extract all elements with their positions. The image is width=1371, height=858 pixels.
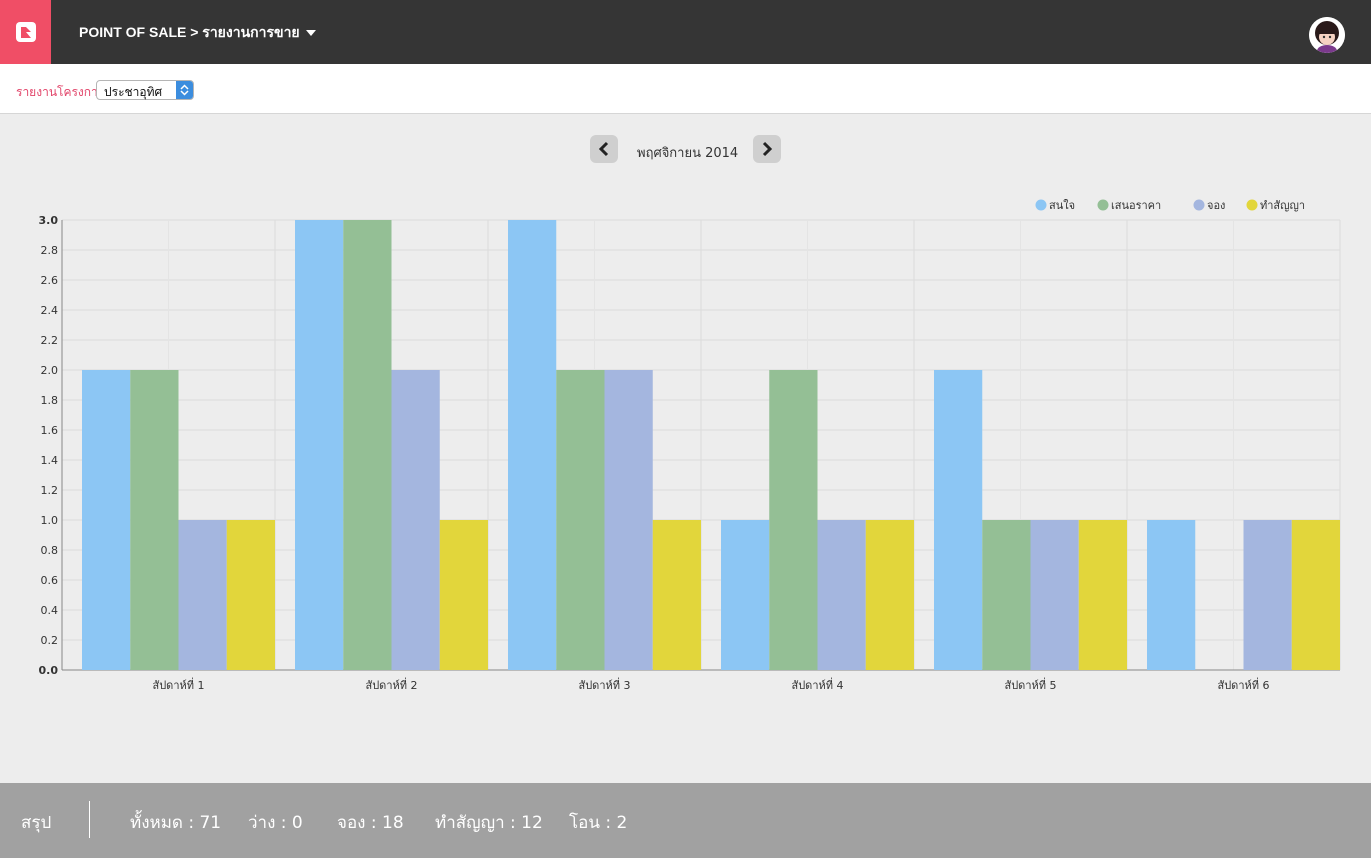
y-tick-label: 1.6 [41,424,59,437]
select-arrows-icon [176,81,193,99]
legend-label: สนใจ [1049,199,1075,212]
bar [769,370,818,670]
bar [934,370,983,670]
bar [1147,520,1196,670]
y-tick-label: 0.2 [41,634,59,647]
project-select-value: ประชาอุทิศ [104,85,163,99]
bar [604,370,653,670]
chevron-down-icon [305,30,316,37]
y-tick-label: 2.6 [41,274,59,287]
legend-swatch [1193,199,1205,211]
bar [439,520,488,670]
bar [508,220,557,670]
legend-swatch [1246,199,1258,211]
summary-contracted: ทำสัญญา : 12 [435,813,543,833]
y-tick-label: 2.8 [41,244,59,257]
bar [556,370,605,670]
bar [391,370,440,670]
bar [82,370,131,670]
legend-label: ทำสัญญา [1260,199,1305,212]
summary-booked: จอง : 18 [337,813,404,833]
x-tick-label: สัปดาห์ที่ 6 [1217,677,1269,692]
chevron-right-icon [762,141,773,157]
month-label: พฤศจิกายน 2014 [637,146,739,161]
x-tick-label: สัปดาห์ที่ 2 [365,677,417,692]
avatar[interactable] [1309,17,1345,53]
x-tick-label: สัปดาห์ที่ 5 [1004,677,1056,692]
y-tick-label: 1.2 [41,484,59,497]
y-tick-label: 2.2 [41,334,59,347]
legend-swatch [1097,199,1109,211]
x-tick-label: สัปดาห์ที่ 1 [152,677,204,692]
y-tick-label: 2.4 [41,304,59,317]
bar [130,370,179,670]
legend-label: จอง [1207,199,1225,212]
summary-title: สรุป [21,813,52,833]
bar [226,520,275,670]
y-tick-label: 1.4 [41,454,59,467]
y-tick-label: 0.4 [41,604,59,617]
bar [1243,520,1292,670]
bar [178,520,227,670]
y-tick-label: 0.0 [39,664,59,677]
project-select[interactable]: ประชาอุทิศ [96,80,194,100]
x-tick-label: สัปดาห์ที่ 4 [791,677,843,692]
summary-available: ว่าง : 0 [248,813,303,833]
project-filter-label: รายงานโครงการ [16,85,105,99]
bar [1030,520,1079,670]
page-title: POINT OF SALE > รายงานการขาย [79,24,300,40]
bar [1291,520,1340,670]
top-bar: POINT OF SALE > รายงานการขาย [0,0,1371,64]
y-tick-label: 3.0 [39,214,59,227]
y-tick-label: 1.0 [41,514,59,527]
y-tick-label: 0.6 [41,574,59,587]
breadcrumb-title[interactable]: POINT OF SALE > รายงานการขาย [79,22,316,44]
y-tick-label: 2.0 [41,364,59,377]
x-tick-label: สัปดาห์ที่ 3 [578,677,630,692]
bar [721,520,770,670]
summary-footer: สรุป ทั้งหมด : 71 ว่าง : 0 จอง : 18 ทำสั… [0,783,1371,858]
bar [1078,520,1127,670]
sales-bar-chart: 0.0 0.2 0.4 0.6 0.8 1.0 1.2 1.4 1.6 1.8 2.0 2.2 2.4 2… [39,199,1341,692]
legend-swatch [1035,199,1047,211]
bar [295,220,344,670]
bar [652,520,701,670]
prev-month-button[interactable] [590,135,618,163]
bar [865,520,914,670]
summary-total: ทั้งหมด : 71 [130,813,222,833]
summary-divider [89,801,90,838]
chevron-left-icon [598,141,609,157]
filter-bar: รายงานโครงการ [0,64,1371,114]
bar [817,520,866,670]
bar [343,220,392,670]
summary-transferred: โอน : 2 [569,813,628,833]
next-month-button[interactable] [753,135,781,163]
legend-label: เสนอราคา [1111,199,1161,212]
app-logo-icon[interactable] [0,0,51,64]
y-tick-label: 1.8 [41,394,59,407]
y-tick-label: 0.8 [41,544,59,557]
bar [982,520,1031,670]
